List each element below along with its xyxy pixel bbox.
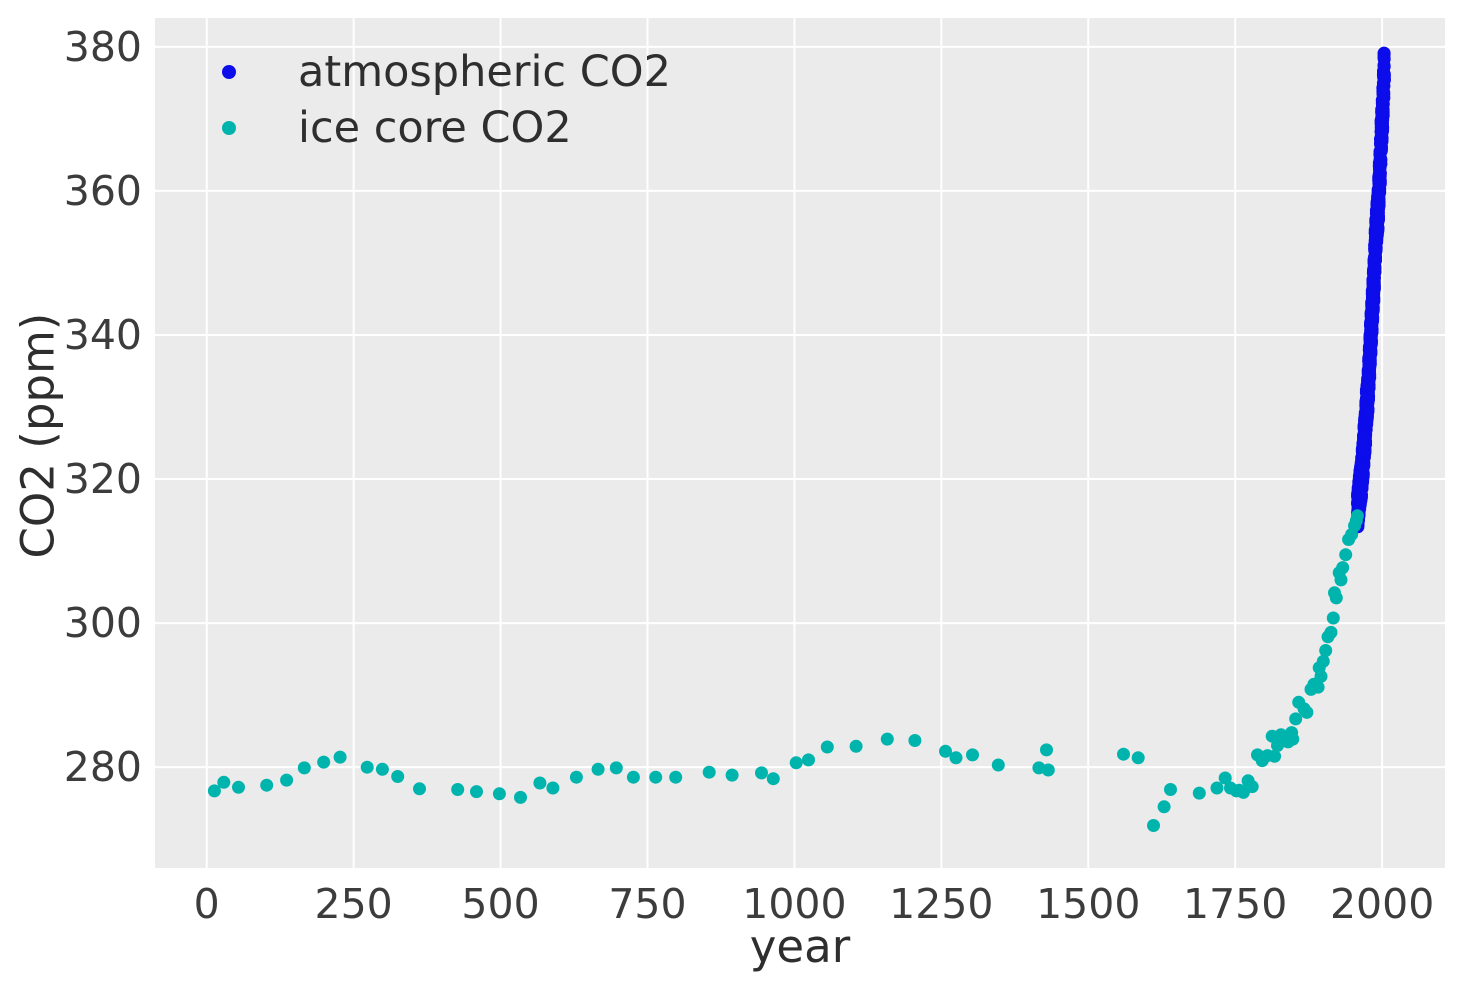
ice-core-co2-point [1350,509,1364,523]
ice-core-co2-point [1336,561,1350,575]
legend-item-ice-core: ice core CO2 [222,100,671,156]
x-tick-label-1750: 1750 [1183,880,1288,928]
ice-core-co2-point [702,765,716,779]
ice-core-co2-point [649,770,663,784]
ice-core-co2-point [1311,680,1325,694]
ice-core-co2-point [1326,611,1340,625]
ice-core-co2-point [802,753,815,767]
ice-core-co2-point [451,783,465,796]
ice-core-co2-point [207,784,221,798]
ice-core-co2-point [591,762,605,776]
ice-core-co2-point [609,761,623,775]
ice-core-co2-point [217,775,231,789]
y-tick-label-280: 280 [63,743,142,792]
x-tick-label-0: 0 [193,880,220,928]
ice-core-co2-point [1117,747,1130,761]
y-tick-label-320: 320 [63,455,142,504]
y-axis-label: CO2 (ppm) [11,312,65,559]
ice-core-co2-point [1300,705,1314,719]
ice-core-co2-point [991,758,1005,772]
ice-core-co2-point [1289,712,1303,726]
ice-core-co2-point [1316,654,1330,668]
ice-core-co2-point [514,790,527,804]
ice-core-co2-point [1329,591,1343,605]
ice-core-co2-point [766,772,780,786]
ice-core-co2-point [908,734,922,747]
atmospheric-co2-marker-icon [222,65,236,79]
ice-core-co2-point [317,755,331,769]
legend-label-atmospheric: atmospheric CO2 [298,47,671,97]
ice-core-co2-point [280,773,294,787]
y-tick-label-300: 300 [63,599,142,648]
ice-core-co2-point [232,780,245,794]
ice-core-co2-marker-icon [222,121,236,135]
ice-core-co2-point [626,770,640,784]
ice-core-co2-point [569,770,583,784]
x-tick-label-250: 250 [314,880,393,928]
y-tick-label-360: 360 [63,166,142,215]
ice-core-co2-point [1040,743,1053,757]
ice-core-co2-point [1210,781,1224,795]
ice-core-co2-point [820,740,834,754]
ice-core-co2-point [1164,783,1177,796]
ice-core-co2-point [1314,669,1328,683]
ice-core-co2-point [297,761,311,775]
ice-core-co2-point [1131,751,1145,765]
x-axis-label: year [749,920,851,973]
ice-core-co2-point [1218,771,1232,785]
ice-core-co2-point [360,760,374,774]
x-tick-label-500: 500 [461,880,540,928]
ice-core-co2-point [260,778,274,792]
ice-core-co2-point [546,781,560,795]
x-tick-label-750: 750 [608,880,687,928]
x-tick-label-1500: 1500 [1036,880,1141,928]
ice-core-co2-point [789,756,803,770]
ice-core-co2-point [1041,763,1055,777]
legend-item-atmospheric: atmospheric CO2 [222,44,671,100]
ice-core-co2-point [949,751,963,765]
ice-core-co2-point [849,739,863,753]
ice-core-co2-point [966,748,979,762]
ice-core-co2-point [1245,780,1259,794]
ice-core-co2-point [1157,800,1171,814]
ice-core-co2-point [1339,548,1353,562]
ice-core-co2-point [1324,625,1338,639]
x-tick-label-1000: 1000 [742,880,847,928]
ice-core-co2-point [470,785,483,799]
legend: atmospheric CO2 ice core CO2 [222,44,671,156]
ice-core-co2-point [391,770,405,783]
ice-core-co2-point [1286,732,1300,746]
ice-core-co2-point [1268,749,1282,763]
x-tick-label-1250: 1250 [889,880,994,928]
plot-background [155,18,1445,868]
atmospheric-co2-point [1377,69,1391,83]
ice-core-co2-point [1319,644,1333,657]
ice-core-co2-point [533,776,547,790]
ice-core-co2-point [413,782,426,796]
ice-core-co2-point [1192,786,1206,800]
ice-core-co2-point [755,766,768,780]
ice-core-co2-point [1147,819,1160,832]
ice-core-co2-point [333,750,347,764]
ice-core-co2-point [880,732,894,746]
ice-core-co2-point [1334,573,1348,587]
ice-core-co2-point [669,770,683,784]
y-tick-label-340: 340 [63,310,142,359]
legend-label-ice-core: ice core CO2 [298,103,572,153]
y-tick-label-380: 380 [63,22,142,71]
ice-core-co2-point [725,768,739,782]
x-tick-label-2000: 2000 [1329,880,1435,928]
ice-core-co2-point [492,787,506,801]
ice-core-co2-point [375,762,389,776]
ice-core-co2-point [939,744,952,758]
